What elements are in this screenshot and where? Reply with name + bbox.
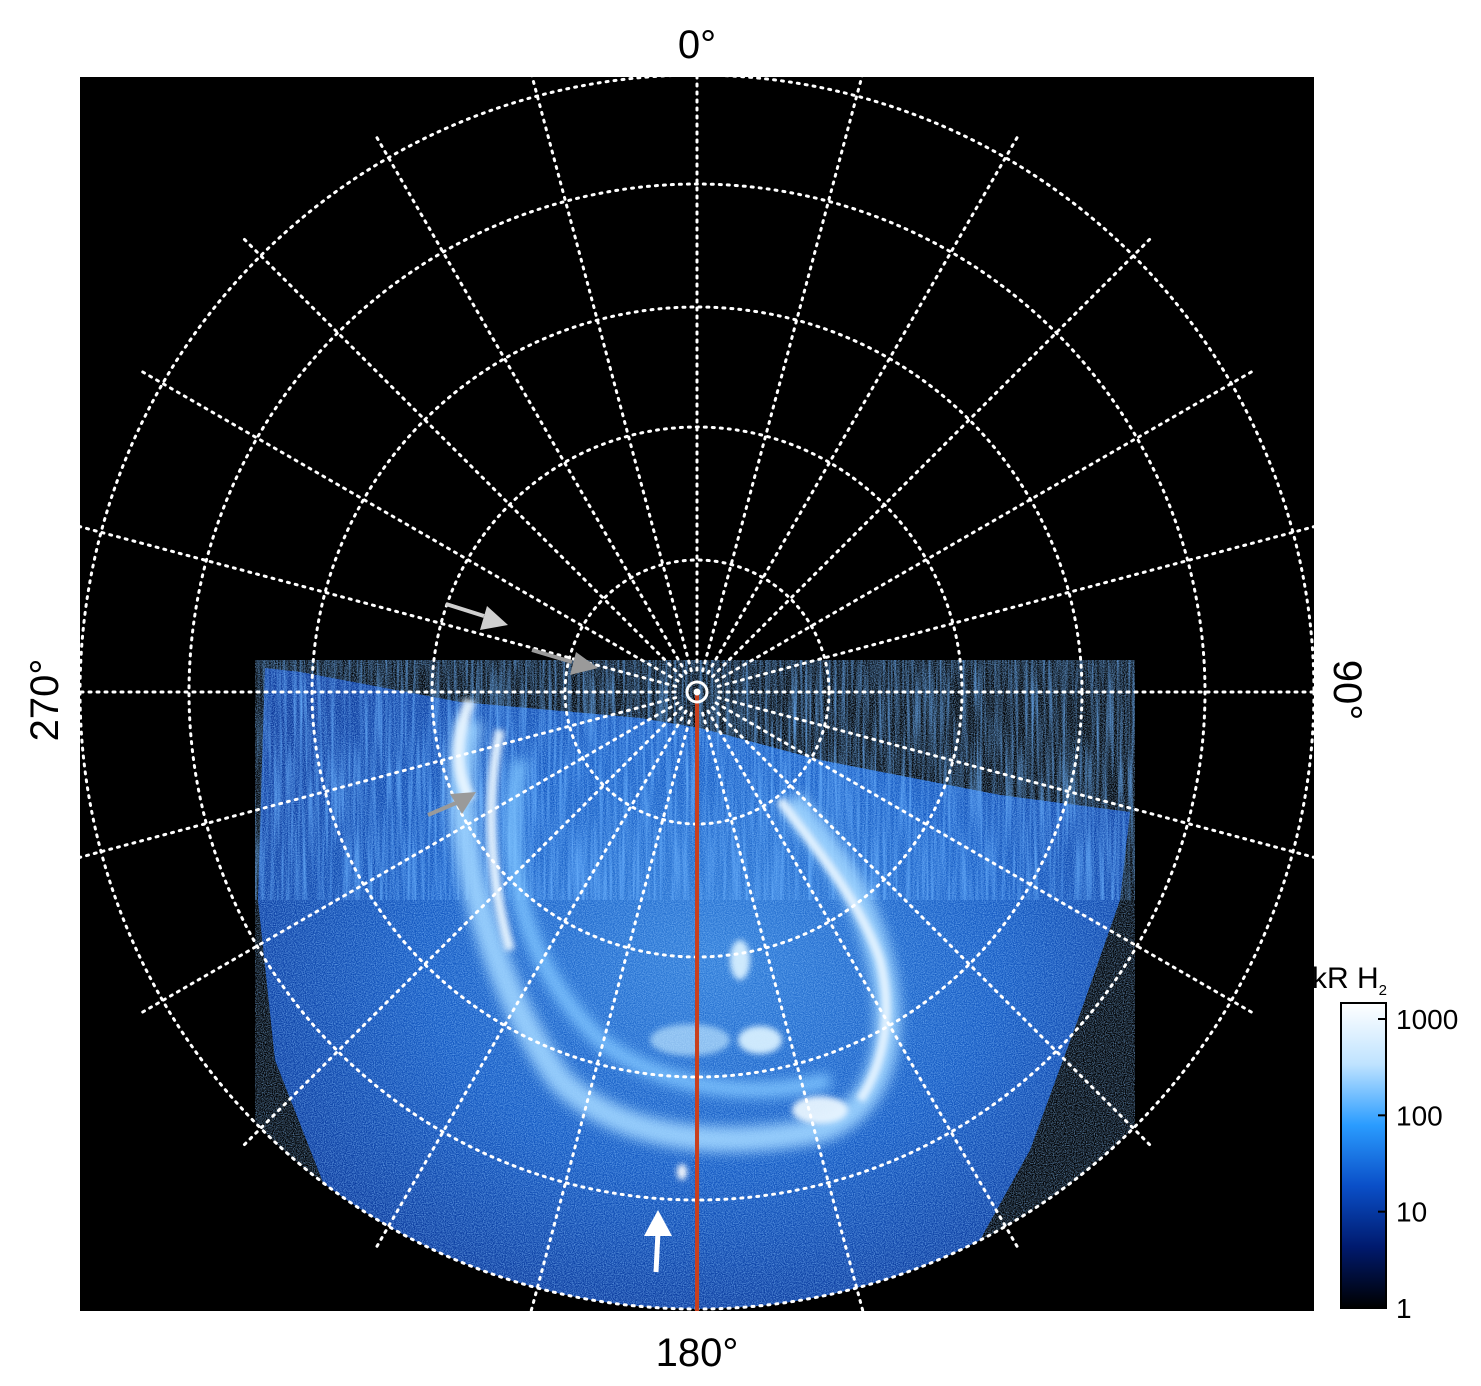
longitude-line xyxy=(242,706,683,1147)
longitude-line xyxy=(711,706,1152,1147)
colorbar-tick-label: 100 xyxy=(1396,1100,1443,1131)
colorbar: kR H2 1000 100 10 1 xyxy=(1312,962,1458,1324)
label-180-deg: 180° xyxy=(656,1331,739,1375)
longitude-line xyxy=(141,370,680,683)
longitude-line xyxy=(706,136,1019,675)
longitude-line xyxy=(701,77,864,673)
label-0-deg: 0° xyxy=(678,23,716,67)
colorbar-tick-label: 1000 xyxy=(1396,1004,1458,1035)
longitude-line xyxy=(242,237,683,678)
gray-arrow-pole xyxy=(531,648,598,675)
latitude-circle xyxy=(187,182,1207,1202)
longitude-line xyxy=(716,525,1314,688)
pole-marker xyxy=(685,680,709,704)
longitude-line xyxy=(714,370,1253,683)
label-90-deg: 90° xyxy=(1325,660,1369,721)
colorbar-gradient xyxy=(1340,1002,1387,1309)
longitude-line xyxy=(141,701,680,1014)
pole-dot xyxy=(693,688,701,696)
colorbar-tick-label: 1 xyxy=(1396,1293,1412,1324)
longitude-line xyxy=(714,701,1253,1014)
colorbar-tick-label: 10 xyxy=(1396,1197,1427,1228)
annotation-arrows xyxy=(427,602,672,1273)
label-270-deg: 270° xyxy=(23,659,67,742)
longitude-line xyxy=(80,696,678,859)
longitude-line xyxy=(529,711,693,1311)
longitude-line xyxy=(716,696,1314,859)
colorbar-title: kR H2 xyxy=(1312,962,1387,999)
longitude-line xyxy=(375,136,688,675)
longitude-line xyxy=(375,709,688,1248)
longitude-line xyxy=(711,237,1152,678)
white-arrow-bottom xyxy=(644,1210,672,1273)
longitude-line xyxy=(701,711,865,1311)
longitude-line xyxy=(530,77,693,673)
gray-arrow-arc xyxy=(427,792,476,817)
colorbar-ticks: 1000 100 10 1 xyxy=(1378,1004,1458,1324)
gray-arrow-upper xyxy=(445,602,508,630)
longitude-line xyxy=(706,709,1019,1248)
